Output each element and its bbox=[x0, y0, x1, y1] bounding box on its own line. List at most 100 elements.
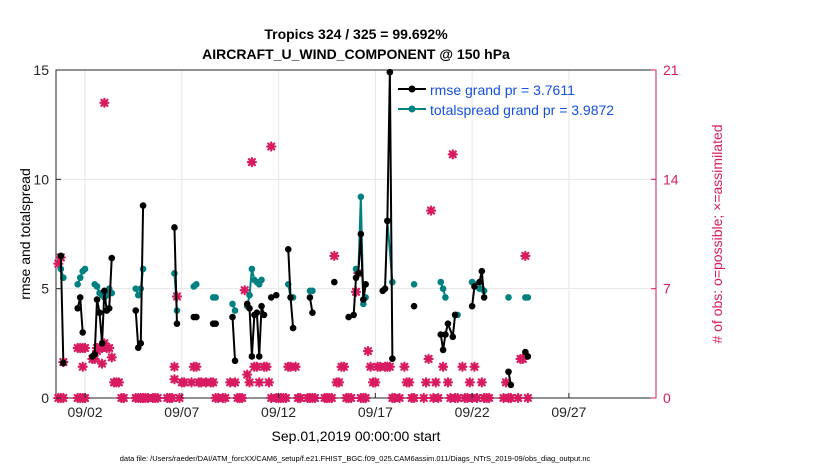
rmse-point bbox=[101, 287, 108, 295]
totalspread-series bbox=[57, 193, 532, 319]
rmse-point bbox=[524, 353, 532, 360]
obs-count-point bbox=[471, 392, 483, 404]
obs-count-point bbox=[174, 392, 185, 404]
totalspread-point bbox=[524, 294, 532, 301]
obs-count-point bbox=[96, 358, 108, 369]
obs-count-point bbox=[152, 392, 163, 404]
rmse-point bbox=[98, 340, 106, 347]
rmse-point bbox=[289, 324, 297, 332]
obs-count-point bbox=[423, 353, 434, 365]
obs-count-point bbox=[457, 361, 468, 372]
obs-count-point bbox=[338, 361, 350, 372]
y-right-tick-label: 7 bbox=[663, 281, 671, 297]
x-tick-label: 09/22 bbox=[455, 404, 490, 420]
obs-count-point bbox=[399, 361, 410, 372]
totalspread-point bbox=[439, 285, 447, 292]
obs-count-point bbox=[229, 377, 241, 388]
totalspread-point bbox=[171, 270, 178, 277]
rmse-point bbox=[193, 313, 200, 321]
obs-count-point bbox=[251, 361, 263, 372]
rmse-point bbox=[258, 302, 265, 310]
obs-count-point bbox=[500, 377, 512, 388]
obs-count-point bbox=[394, 392, 405, 404]
obs-count-point bbox=[242, 369, 253, 380]
legend-spread-marker bbox=[408, 105, 416, 113]
obs-count-point bbox=[360, 392, 371, 404]
rmse-point bbox=[306, 294, 314, 301]
rmse-line bbox=[59, 255, 65, 364]
y-tick-label: 10 bbox=[33, 171, 49, 187]
rmse-point bbox=[345, 313, 352, 321]
totalspread-point bbox=[212, 294, 219, 301]
obs-count-point bbox=[239, 285, 250, 296]
obs-count-point bbox=[513, 392, 524, 404]
x-axis: 09/02 09/07 09/12 09/17 09/22 09/27 bbox=[68, 393, 587, 420]
obs-count-point bbox=[362, 346, 374, 357]
obs-count-point bbox=[104, 342, 115, 354]
y-right-tick-label: 21 bbox=[663, 62, 679, 78]
rmse-point bbox=[132, 307, 140, 314]
obs-count-point bbox=[77, 361, 88, 372]
rmse-point bbox=[253, 309, 261, 317]
obs-count-point bbox=[186, 377, 197, 388]
obs-count-point bbox=[179, 377, 190, 388]
x-tick-label: 09/27 bbox=[551, 404, 586, 420]
obs-count-point bbox=[442, 377, 454, 388]
totalspread-point bbox=[437, 278, 445, 286]
obs-count-point bbox=[290, 361, 301, 372]
obs-count-point bbox=[430, 377, 441, 388]
obs-count-point bbox=[418, 392, 429, 404]
data-file-footer: data file: /Users/raeder/DAI/ATM_forcXX/… bbox=[120, 454, 591, 463]
rmse-point bbox=[212, 320, 219, 327]
obs-count-point bbox=[520, 250, 531, 261]
rmse-point bbox=[76, 294, 84, 301]
rmse-point bbox=[451, 311, 459, 319]
obs-count-point bbox=[106, 352, 117, 363]
rmse-point bbox=[173, 320, 181, 327]
rmse-point bbox=[229, 313, 236, 321]
rmse-point bbox=[171, 224, 178, 231]
obs-count-point bbox=[365, 361, 376, 372]
rmse-point bbox=[468, 302, 476, 310]
rmse-point bbox=[439, 346, 447, 354]
obs-count-point bbox=[53, 258, 64, 269]
totalspread-point bbox=[357, 193, 365, 201]
obs-count-point bbox=[408, 392, 420, 404]
obs-count-point bbox=[452, 392, 463, 404]
rmse-point bbox=[105, 305, 113, 312]
rmse-point bbox=[60, 359, 67, 367]
totalspread-point bbox=[258, 276, 265, 284]
obs-count-point bbox=[309, 392, 321, 404]
obs-count-point bbox=[295, 392, 306, 404]
obs-count-point bbox=[404, 377, 415, 388]
rmse-point bbox=[93, 296, 101, 303]
totalspread-point bbox=[74, 280, 81, 288]
obs-count-point bbox=[469, 361, 480, 372]
obs-count-point bbox=[326, 392, 337, 404]
totalspread-point bbox=[76, 274, 84, 282]
obs-count-point bbox=[244, 377, 255, 388]
obs-count-point bbox=[333, 377, 345, 388]
rmse-point bbox=[386, 68, 394, 76]
obs-count-point bbox=[113, 377, 125, 388]
obs-count-point bbox=[437, 361, 449, 372]
rmse-point bbox=[91, 350, 99, 358]
totalspread-point bbox=[93, 283, 101, 290]
rmse-point bbox=[260, 311, 268, 319]
rmse-line bbox=[382, 71, 394, 359]
obs-count-point bbox=[433, 392, 444, 404]
obs-count-point bbox=[246, 157, 257, 168]
legend-rmse-label: rmse grand pr = 3.7611 bbox=[430, 82, 575, 98]
obs-count-point bbox=[476, 377, 487, 388]
chart-subtitle: AIRCRAFT_U_WIND_COMPONENT @ 150 hPa bbox=[202, 46, 510, 62]
obs-count-point bbox=[280, 392, 292, 404]
x-tick-label: 09/12 bbox=[261, 404, 296, 420]
obs-count-point bbox=[263, 377, 275, 388]
x-tick-label: 09/02 bbox=[68, 404, 103, 420]
obs-count-point bbox=[254, 377, 265, 388]
rmse-point bbox=[139, 202, 147, 209]
rmse-point bbox=[355, 270, 362, 277]
rmse-point bbox=[248, 353, 256, 360]
chart-title: Tropics 324 / 325 = 99.692% bbox=[264, 26, 448, 42]
